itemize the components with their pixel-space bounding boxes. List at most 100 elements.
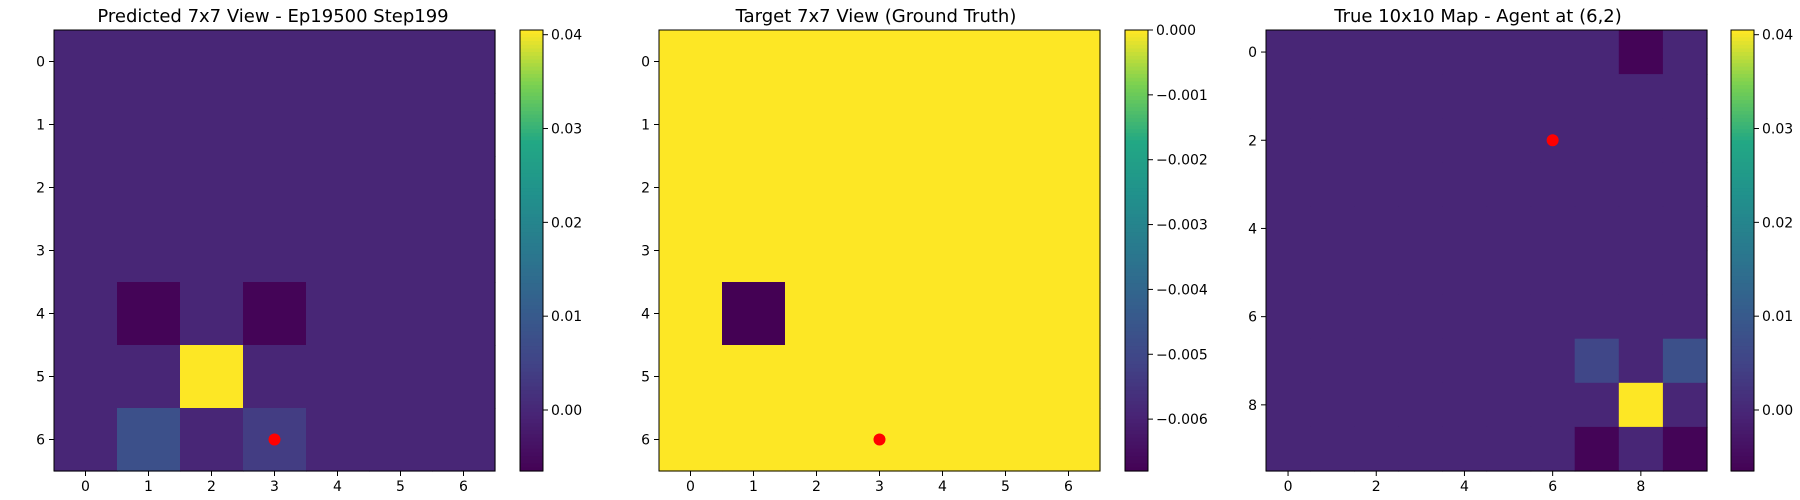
colorbar-segment (1731, 121, 1754, 127)
heatmap-cell (1618, 294, 1664, 340)
panel-true-map: True 10x10 Map - Agent at (6,2) 0 2 4 6 8 0 2… (1248, 6, 1793, 495)
heatmap-cell (785, 156, 849, 220)
heatmap-cell (432, 93, 496, 157)
heatmap-cell (369, 345, 433, 409)
colorbar-tick-label: 0.04 (1762, 28, 1793, 44)
colorbar-segment (1125, 309, 1148, 314)
heatmap-cell (117, 408, 181, 472)
colorbar-tick-label: −0.004 (1156, 282, 1208, 298)
colorbar-segment (1125, 401, 1148, 406)
colorbar-segment (520, 243, 543, 248)
heatmap-cell (1354, 250, 1399, 296)
colorbar-segment (1731, 430, 1754, 435)
colorbar-segment (520, 338, 543, 343)
colorbar-segment (520, 158, 543, 163)
colorbar-segment (1731, 404, 1754, 410)
colorbar-segment (1731, 268, 1754, 274)
colorbar-segment (1125, 452, 1148, 457)
colorbar-segment (1731, 397, 1754, 402)
colorbar-segment (1731, 132, 1754, 138)
y-tick-label: 6 (36, 433, 45, 449)
colorbar-segment (1125, 371, 1148, 377)
heatmap-cell (1398, 206, 1443, 252)
colorbar-segment (1731, 346, 1754, 351)
colorbar-segment (520, 327, 543, 332)
heatmap-cell (1618, 338, 1664, 384)
colorbar-segment (1125, 419, 1148, 424)
heatmap-cell (1618, 162, 1664, 207)
heatmap-cell (1530, 30, 1576, 75)
heatmap-cell (1266, 206, 1311, 252)
heatmap-cell (1486, 74, 1532, 119)
heatmap-cell (369, 156, 433, 220)
colorbar-segment (520, 136, 543, 141)
heatmap-cell (1574, 206, 1620, 252)
colorbar-segment (520, 169, 543, 174)
colorbar-segment (1731, 147, 1754, 152)
heatmap (659, 30, 1101, 472)
colorbar-segment (1125, 188, 1148, 193)
heatmap-cell (1310, 206, 1355, 252)
heatmap-cell (1618, 118, 1664, 163)
heatmap-cell (432, 345, 496, 409)
x-tick-label: 2 (1372, 479, 1381, 495)
colorbar-segment (1731, 283, 1754, 288)
colorbar-segment (1731, 165, 1754, 171)
colorbar-segment (520, 44, 543, 49)
colorbar-segment (1731, 44, 1754, 49)
colorbar-segment (1125, 44, 1148, 49)
colorbar-segment (1731, 459, 1754, 465)
colorbar-segment (520, 55, 543, 60)
heatmap-cell (1398, 74, 1443, 119)
colorbar-segment (1731, 63, 1754, 68)
heatmap-cell (1530, 382, 1576, 428)
heatmap-cell (306, 93, 370, 157)
heatmap-cell (117, 30, 181, 94)
colorbar-frame (519, 29, 544, 472)
colorbar-segment (1125, 199, 1148, 204)
colorbar-segment (1731, 173, 1754, 178)
colorbar-segment (1731, 338, 1754, 343)
heatmap-cell (659, 156, 723, 220)
heatmap-cell (848, 30, 912, 94)
colorbar-segment (1731, 393, 1754, 399)
colorbar-segment (520, 140, 543, 145)
heatmap-cell (1398, 162, 1443, 207)
colorbar-segment (1731, 272, 1754, 277)
heatmap-cell (54, 345, 118, 409)
heatmap-cell (180, 219, 244, 283)
colorbar-segment (1731, 217, 1754, 222)
colorbar-segment (1125, 415, 1148, 421)
colorbar-segment (520, 397, 543, 402)
colorbar-segment (1125, 59, 1148, 64)
colorbar-segment (520, 63, 543, 68)
colorbar-segment (1125, 132, 1148, 138)
colorbar-segment (520, 154, 543, 160)
colorbar-segment (1731, 52, 1754, 57)
heatmap-cell (243, 93, 307, 157)
colorbar-segment (1731, 239, 1754, 244)
colorbar-tick-label: 0.00 (1762, 403, 1793, 419)
y-tick-label: 0 (36, 55, 45, 71)
colorbar-segment (1125, 437, 1148, 443)
heatmap-cell (180, 282, 244, 346)
colorbar-segment (1731, 401, 1754, 406)
colorbar-segment (520, 419, 543, 424)
colorbar-segment (520, 88, 543, 94)
y-axis: 0 2 4 6 8 (1248, 45, 1266, 414)
colorbar-segment (1731, 243, 1754, 248)
colorbar-segment (1731, 66, 1754, 72)
heatmap-cell (180, 408, 244, 472)
colorbar-segment (520, 412, 543, 417)
colorbar-segment (520, 206, 543, 211)
colorbar-segment (1731, 213, 1754, 219)
colorbar-segment (1125, 70, 1148, 75)
colorbar-segment (1731, 415, 1754, 421)
colorbar-segment (1731, 375, 1754, 380)
colorbar-segment (1125, 235, 1148, 241)
colorbar-segment (1125, 66, 1148, 72)
colorbar-segment (1125, 268, 1148, 274)
colorbar-segment (1125, 114, 1148, 119)
colorbar-segment (520, 199, 543, 204)
heatmap-cell (722, 30, 786, 94)
